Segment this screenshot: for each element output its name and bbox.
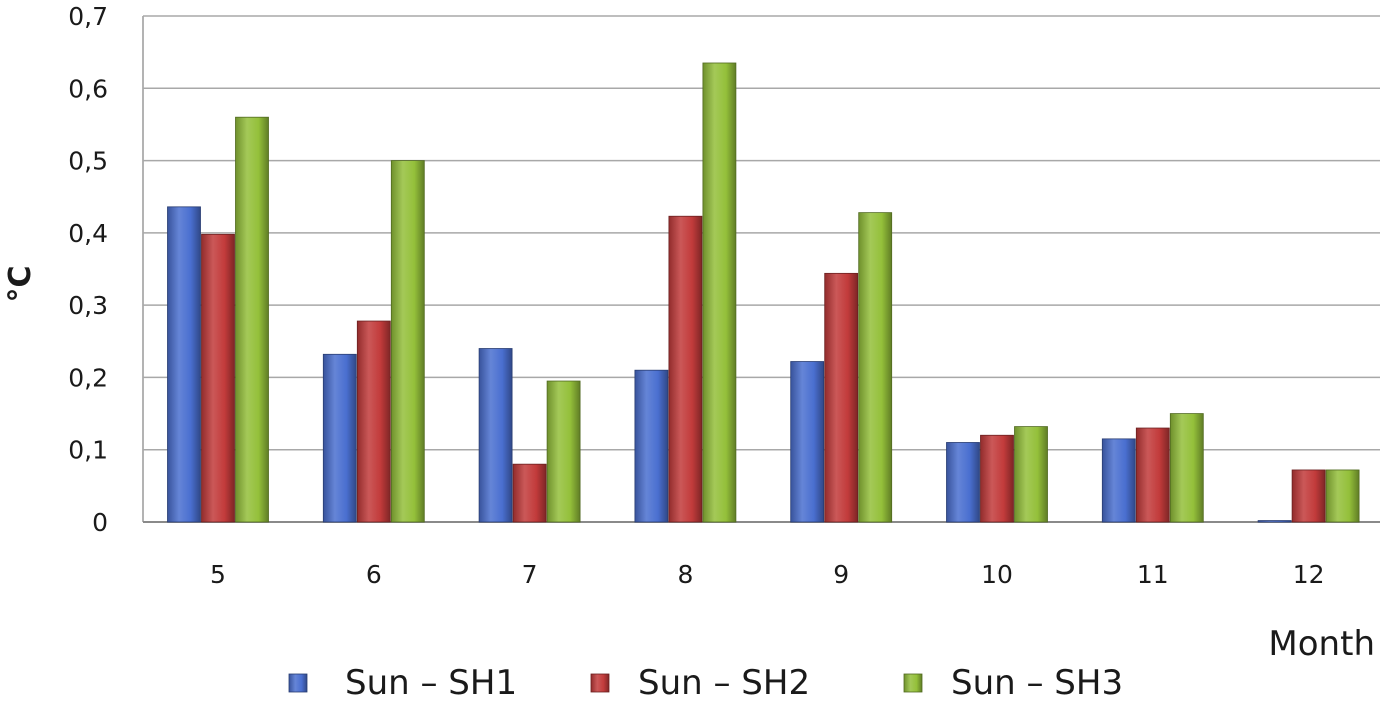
x-tick-label: 8 (677, 560, 693, 589)
bar-sun-sh1-6 (322, 353, 357, 523)
bar-sun-sh3-12 (1325, 469, 1360, 523)
y-tick-label: 0,4 (68, 219, 108, 248)
bar-sun-sh1-9 (790, 361, 825, 523)
bar-sun-sh2-6 (356, 320, 391, 523)
bar-sun-sh2-9 (824, 272, 859, 523)
bar-sun-sh3-5 (235, 116, 269, 523)
x-tick-label: 9 (833, 560, 849, 589)
bar-sun-sh2-7 (512, 463, 547, 523)
bar-sun-sh1-7 (478, 348, 513, 523)
bar-sun-sh1-8 (634, 369, 669, 523)
bar-sun-sh1-12 (1257, 520, 1292, 523)
y-tick-label: 0,1 (68, 436, 108, 465)
x-tick-label: 12 (1293, 560, 1325, 589)
legend-marker (288, 673, 308, 693)
legend-marker (903, 673, 923, 693)
x-axis-ticks: 5 6 7 8 9 10 11 12 (210, 560, 1324, 589)
bar-sun-sh2-11 (1135, 427, 1170, 523)
bar-sun-sh3-7 (546, 380, 581, 523)
x-tick-label: 10 (981, 560, 1013, 589)
bar-sun-sh1-5 (167, 206, 201, 523)
bar-sun-sh3-9 (858, 212, 893, 523)
y-tick-label: 0,5 (68, 147, 108, 176)
y-tick-label: 0 (92, 508, 108, 537)
legend-label: Sun – SH2 (638, 663, 810, 703)
bar-sun-sh2-8 (668, 215, 703, 523)
bar-sun-sh1-11 (1101, 438, 1136, 523)
x-tick-label: 6 (366, 560, 382, 589)
bar-sun-sh3-6 (390, 160, 425, 523)
bar-sun-sh3-10 (1014, 426, 1048, 523)
x-axis-title: Month (1268, 624, 1375, 664)
legend: Sun – SH1 Sun – SH2 Sun – SH3 (288, 663, 1123, 703)
x-tick-label: 11 (1137, 560, 1169, 589)
bar-sun-sh2-10 (980, 434, 1014, 523)
bar-sun-sh1-10 (946, 442, 980, 523)
y-tick-label: 0,7 (68, 2, 108, 31)
y-tick-label: 0,6 (68, 74, 108, 103)
x-tick-label: 7 (522, 560, 538, 589)
y-axis-title: °C (3, 265, 38, 302)
x-tick-label: 5 (210, 560, 226, 589)
bar-sun-sh3-11 (1169, 413, 1204, 523)
y-tick-label: 0,2 (68, 363, 108, 392)
bars (167, 62, 1360, 523)
legend-label: Sun – SH3 (951, 663, 1123, 703)
y-tick-label: 0,3 (68, 291, 108, 320)
legend-label: Sun – SH1 (345, 663, 517, 703)
bar-sun-sh2-5 (201, 233, 235, 523)
legend-marker (590, 673, 610, 693)
bar-sun-sh2-12 (1291, 469, 1326, 523)
y-axis-ticks: 0 0,1 0,2 0,3 0,4 0,5 0,6 0,7 (68, 2, 108, 537)
bar-sun-sh3-8 (702, 62, 737, 523)
